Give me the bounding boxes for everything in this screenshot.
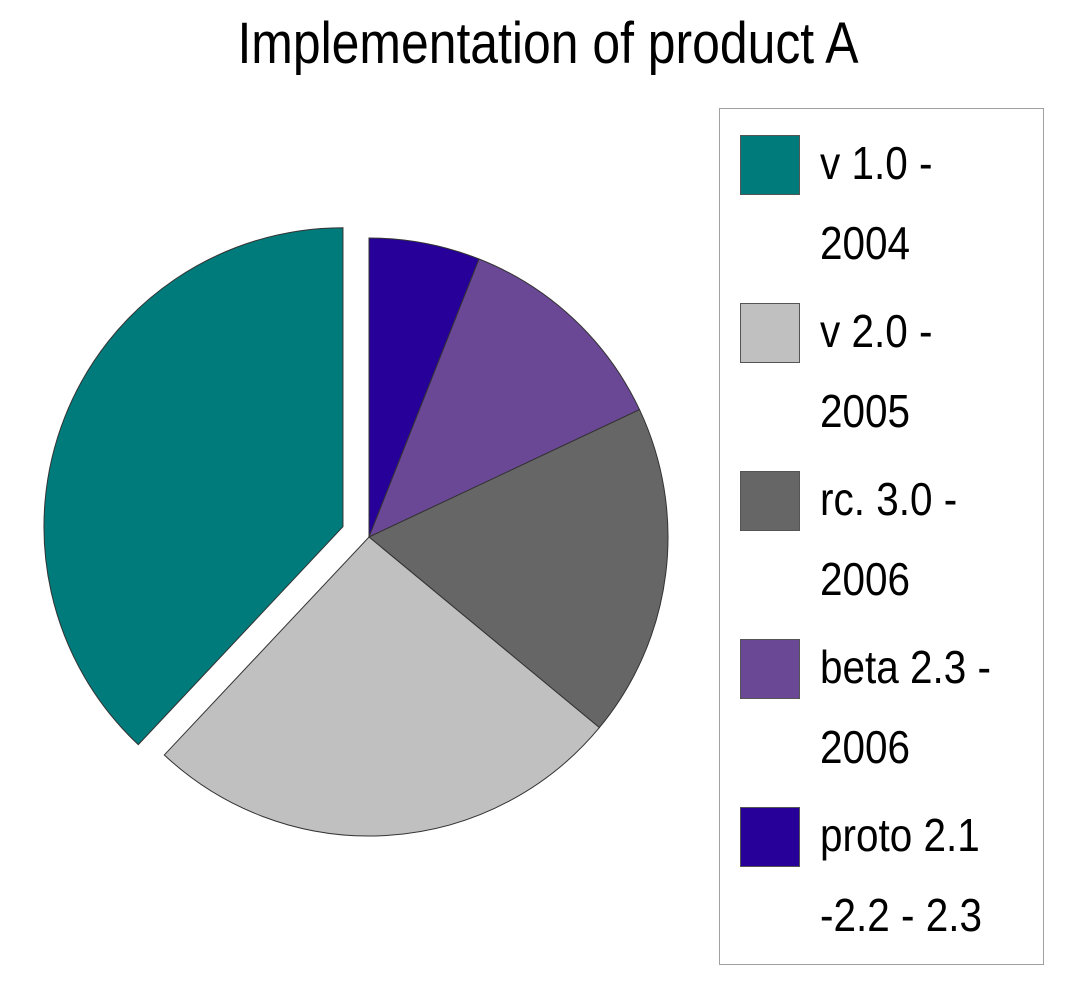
legend-label-rc3-line2: 2006 bbox=[820, 553, 911, 605]
pie-chart bbox=[43, 227, 669, 837]
legend-label-proto-line1: proto 2.1 bbox=[820, 809, 980, 861]
pie-slice-v2 bbox=[163, 536, 601, 837]
legend-swatch-proto bbox=[740, 807, 800, 867]
legend-swatch-beta23 bbox=[740, 639, 800, 699]
legend-label-rc3: rc. 3.0 - 2006 bbox=[820, 459, 1031, 619]
legend-item-proto: proto 2.1 -2.2 - 2.3 bbox=[720, 781, 1043, 941]
legend-label-v2: v 2.0 - 2005 bbox=[820, 291, 1031, 451]
pie-slice-v1 bbox=[43, 227, 344, 746]
legend-swatch-v1 bbox=[740, 135, 800, 195]
legend-label-beta23-line1: beta 2.3 - bbox=[820, 641, 992, 693]
legend-label-proto-line2: -2.2 - 2.3 bbox=[820, 889, 983, 941]
legend-item-rc3: rc. 3.0 - 2006 bbox=[720, 445, 1043, 605]
legend-label-v1: v 1.0 - 2004 bbox=[820, 123, 1031, 283]
pie-svg bbox=[43, 227, 669, 837]
legend-label-v1-line1: v 1.0 - bbox=[820, 137, 933, 189]
legend-item-v1: v 1.0 - 2004 bbox=[720, 109, 1043, 269]
legend-label-rc3-line1: rc. 3.0 - bbox=[820, 473, 958, 525]
legend-item-v2: v 2.0 - 2005 bbox=[720, 277, 1043, 437]
legend-label-v2-line1: v 2.0 - bbox=[820, 305, 933, 357]
pie-slice-beta23 bbox=[368, 258, 641, 538]
legend-label-proto: proto 2.1 -2.2 - 2.3 bbox=[820, 795, 1031, 955]
legend-label-v2-line2: 2005 bbox=[820, 385, 911, 437]
legend-swatch-rc3 bbox=[740, 471, 800, 531]
chart-title: Implementation of product A bbox=[237, 11, 859, 76]
legend-label-beta23-line2: 2006 bbox=[820, 721, 911, 773]
legend-swatch-v2 bbox=[740, 303, 800, 363]
pie-slice-rc3 bbox=[368, 409, 669, 729]
legend-label-beta23: beta 2.3 - 2006 bbox=[820, 627, 1031, 787]
legend-label-v1-line2: 2004 bbox=[820, 217, 911, 269]
chart-legend: v 1.0 - 2004 v 2.0 - 2005 rc. 3.0 - 2006… bbox=[719, 108, 1044, 965]
legend-item-beta23: beta 2.3 - 2006 bbox=[720, 613, 1043, 773]
